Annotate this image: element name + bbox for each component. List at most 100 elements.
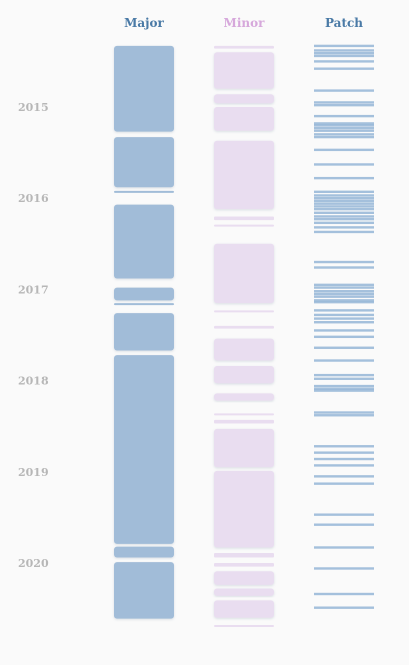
minor-release-block [214,243,274,304]
minor-release-block [214,600,274,618]
patch-release-line [314,300,374,304]
column-titles: Major Minor Patch [124,16,363,30]
patch-release-line [314,101,374,104]
major-release-block [114,562,174,619]
minor-release-block [214,393,274,401]
year-label-2019: 2019 [18,466,49,479]
year-label-2016: 2016 [18,192,49,205]
patch-release-line [314,309,374,312]
patch-release-line [314,546,374,549]
minor-release-block [214,310,274,313]
year-label-2015: 2015 [18,101,49,114]
major-releases [114,45,174,619]
minor-release-block [214,216,274,221]
patch-release-line [314,207,374,211]
major-release-block [114,204,174,279]
patch-release-line [314,211,374,214]
minor-release-block [214,325,274,329]
patch-release-line [314,202,374,205]
patch-release-line [314,567,374,570]
patch-release-line [314,523,374,526]
patch-release-line [314,49,374,52]
patch-release-line [314,384,374,388]
minor-release-block [214,366,274,384]
year-labels: 2015 2016 2017 2018 2019 2020 [18,101,49,570]
patch-release-line [314,335,374,339]
patch-release-line [314,475,374,478]
patch-release-line [314,411,374,414]
minor-release-block [214,419,274,424]
major-release-block [114,287,174,301]
patch-release-line [314,217,374,221]
patch-release-line [314,199,374,203]
patch-release-line [314,299,374,302]
year-label-2020: 2020 [18,557,49,570]
patch-release-line [314,606,374,609]
patch-release-line [314,266,374,269]
patch-release-line [314,283,374,287]
patch-release-line [314,197,374,200]
patch-release-line [314,292,374,296]
minor-release-block [214,107,274,131]
minor-release-block [214,588,274,596]
patch-release-line [314,226,374,229]
patch-release-line [314,176,374,180]
year-label-2018: 2018 [18,375,49,388]
minor-release-block [214,224,274,227]
patch-release-line [314,135,374,139]
minor-column-title: Minor [224,16,266,30]
major-release-block [114,190,174,193]
patch-release-line [314,129,374,132]
minor-release-block [214,625,274,628]
patch-release-line [314,387,374,391]
patch-release-line [314,67,374,70]
patch-release-line [314,89,374,92]
minor-release-block [214,552,274,558]
patch-column-title: Patch [325,16,363,30]
patch-release-line [314,377,374,380]
patch-release-line [314,163,374,166]
patch-release-line [314,205,374,208]
major-release-block [114,45,174,132]
patch-release-line [314,126,374,130]
patch-release-line [314,286,374,289]
major-release-block [114,355,174,544]
patch-release-line [314,60,374,63]
major-release-block [114,546,174,558]
patch-release-line [314,295,374,298]
minor-release-block [214,571,274,585]
patch-release-line [314,54,374,58]
patch-release-line [314,329,374,332]
patch-release-line [314,313,374,317]
patch-release-line [314,230,374,234]
minor-release-block [214,470,274,548]
year-label-2017: 2017 [18,283,49,296]
patch-release-line [314,414,374,417]
patch-release-line [314,373,374,377]
patch-release-line [314,190,374,194]
patch-release-line [314,513,374,516]
minor-release-block [214,140,274,210]
patch-release-line [314,194,374,197]
patch-release-line [314,215,374,218]
patch-release-line [314,464,374,467]
major-release-block [114,137,174,188]
patch-release-line [314,457,374,461]
patch-release-line [314,260,374,264]
minor-release-block [214,428,274,468]
patch-release-line [314,389,374,392]
patch-release-line [314,51,374,55]
patch-release-line [314,124,374,127]
patch-release-line [314,445,374,448]
patch-release-line [314,148,374,152]
patch-release-line [314,114,374,118]
patch-release-line [314,103,374,107]
patch-release-line [314,451,374,454]
minor-release-block [214,52,274,89]
patch-release-line [314,133,374,136]
patch-release-line [314,359,374,362]
patch-release-line [314,290,374,293]
patch-release-line [314,122,374,125]
patch-release-line [314,317,374,320]
